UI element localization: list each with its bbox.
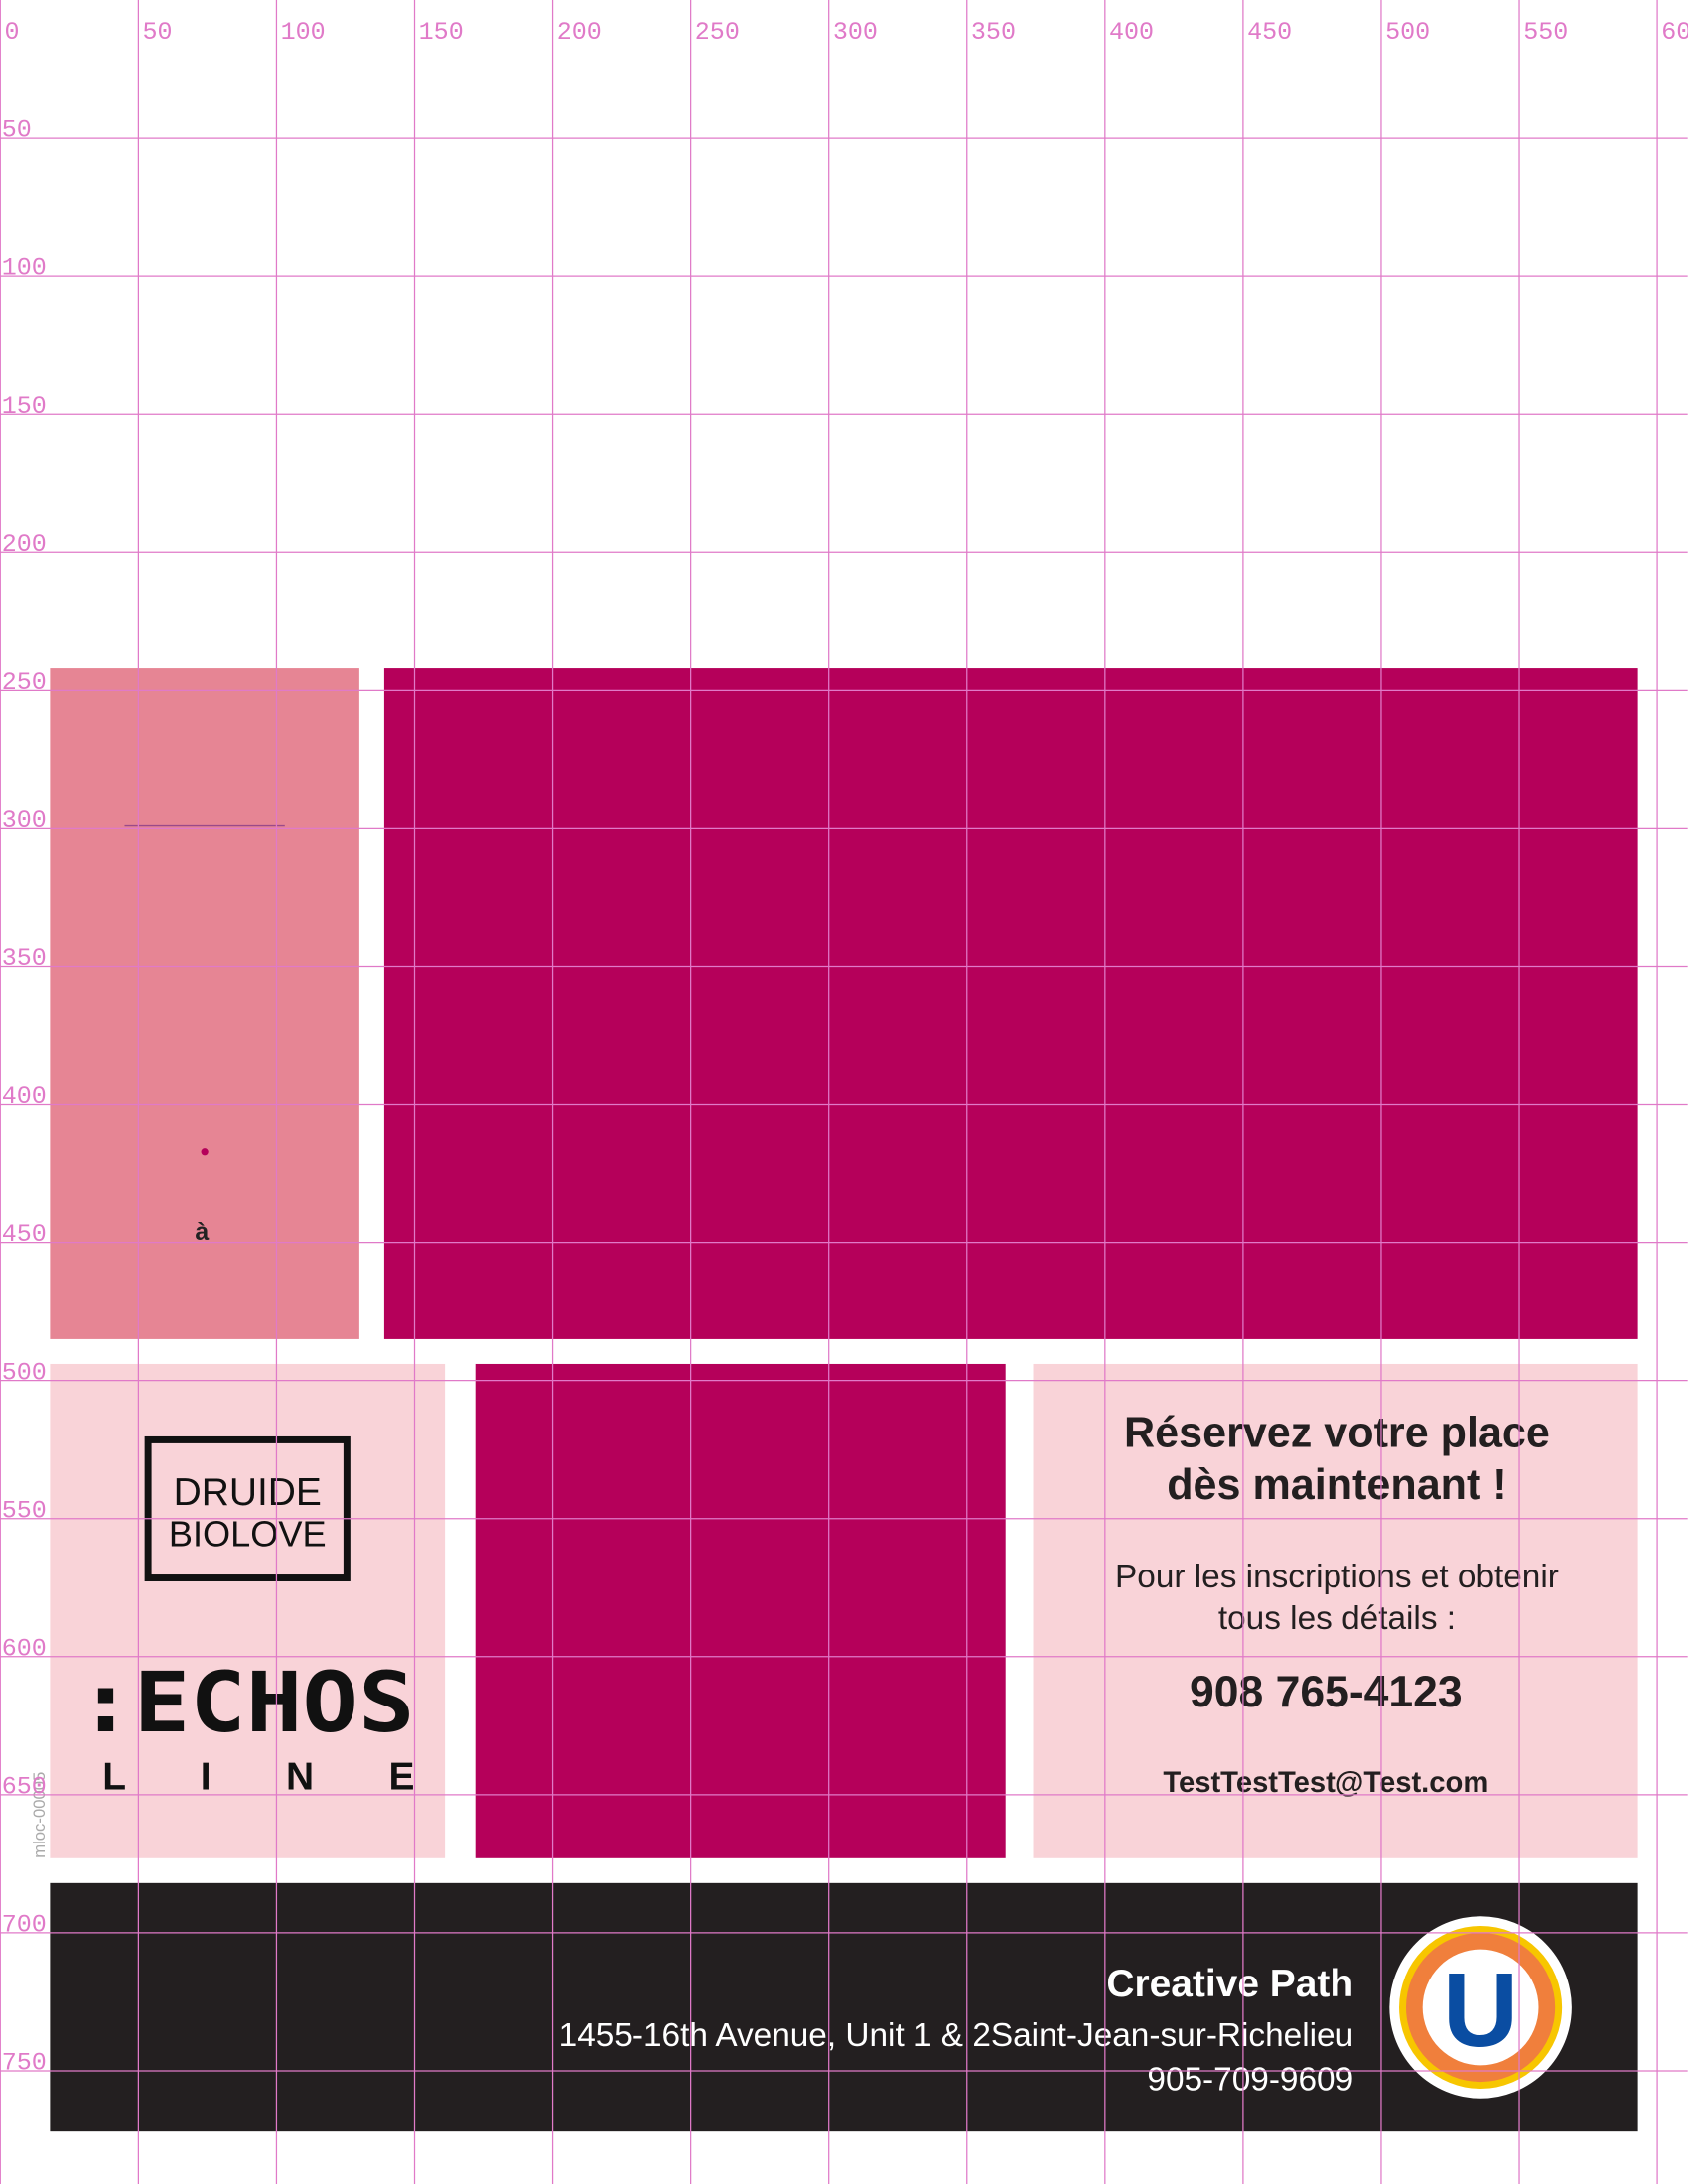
grid-label: 150 [419, 18, 464, 47]
grid-label: 200 [2, 530, 47, 559]
grid-label: 550 [2, 1496, 47, 1525]
footer-address: 1455-16th Avenue, Unit 1 & 2Saint-Jean-s… [559, 2017, 1353, 2054]
grid-label: 350 [971, 18, 1016, 47]
logo-ring [1422, 1949, 1539, 2066]
grid-label: 600 [2, 1634, 47, 1663]
cta: Réservez votre place dès maintenant ! Po… [1115, 1409, 1559, 1799]
grid-label: 400 [2, 1082, 47, 1111]
grid-label: 100 [2, 254, 47, 283]
cta-title: dès maintenant ! [1167, 1461, 1506, 1509]
cta-panel [1033, 1363, 1638, 1858]
grid-label: 650 [2, 1772, 47, 1801]
druide-text: BIOLOVE [169, 1514, 327, 1555]
image-placeholder [383, 668, 1638, 1339]
grid-label: 300 [2, 806, 47, 835]
cta-phone: 908 765-4123 [1190, 1668, 1463, 1716]
side-code: mloc-00005 [30, 1772, 49, 1858]
logo-panel [50, 1363, 446, 1858]
footer-name: Creative Path [1106, 1963, 1353, 2005]
druide-box [144, 1435, 351, 1581]
grid-label: 450 [2, 1220, 47, 1249]
grid-label: 700 [2, 1911, 47, 1940]
grid-label: 500 [2, 1358, 47, 1387]
grid-label: 100 [281, 18, 326, 47]
grid-label: 600 [1661, 18, 1688, 47]
grid-label: 150 [2, 392, 47, 421]
grid-label: 550 [1523, 18, 1568, 47]
cta-email: TestTestTest@Test.com [1163, 1767, 1488, 1799]
logo-letter: U [1443, 1952, 1518, 2069]
grid-label: 750 [2, 2049, 47, 2078]
grid-label: 300 [833, 18, 878, 47]
cta-title: Réservez votre place [1124, 1409, 1550, 1456]
druide-text: DRUIDE [174, 1471, 322, 1514]
grid-label: 250 [2, 668, 47, 697]
left-text: à [195, 1218, 209, 1246]
grid-label: 200 [557, 18, 602, 47]
cta-text: Pour les inscriptions et obtenir [1115, 1559, 1559, 1595]
footer-phone: 905-709-9609 [1147, 2061, 1353, 2098]
dot [201, 1148, 209, 1156]
image-placeholder [475, 1363, 1006, 1858]
pink-panel [50, 668, 359, 1339]
grid-label: 400 [1109, 18, 1154, 47]
grid-label: 500 [1385, 18, 1430, 47]
grid-label: 350 [2, 944, 47, 973]
grid-label: 50 [2, 116, 32, 145]
echos-text: :ECHOS [77, 1655, 414, 1751]
grid-label: 450 [1247, 18, 1292, 47]
cta-text: tous les détails : [1218, 1600, 1456, 1637]
grid-label: 0 [4, 18, 19, 47]
footer [50, 1882, 1638, 2132]
grid-label: 50 [143, 18, 173, 47]
grid-label: 250 [695, 18, 740, 47]
